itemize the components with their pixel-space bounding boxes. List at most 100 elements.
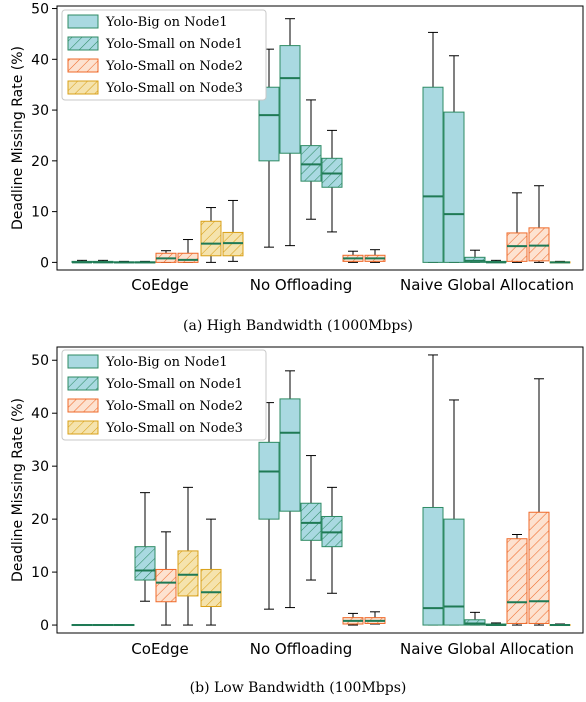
y-tick-label: 40	[31, 406, 49, 422]
legend: Yolo-Big on Node1 Yolo-Small on Node1 Yo…	[61, 9, 267, 101]
box-naive-global-allocation	[422, 31, 444, 263]
y-tick-label: 20	[31, 512, 49, 528]
box-no-offloading	[258, 402, 280, 610]
box-no-offloading	[342, 612, 364, 626]
box-naive-global-allocation	[485, 259, 507, 264]
box-coedge	[71, 624, 93, 627]
box-naive-global-allocation	[443, 55, 465, 263]
y-tick-label: 30	[31, 103, 49, 119]
box-coedge	[177, 239, 199, 263]
box-coedge	[200, 207, 222, 263]
y-tick-label: 30	[31, 459, 49, 475]
box-no-offloading	[364, 249, 386, 263]
box-naive-global-allocation	[464, 249, 486, 263]
box-coedge	[155, 250, 177, 263]
box-no-offloading	[364, 611, 386, 625]
box-body	[443, 518, 465, 626]
y-tick-label: 0	[40, 618, 49, 634]
box-body	[422, 506, 444, 626]
box-body	[464, 256, 486, 263]
category-label-naive-global-allocation: Naive Global Allocation	[400, 276, 574, 294]
category-label-naive-global-allocation: Naive Global Allocation	[400, 640, 574, 658]
panel-caption: (a) High Bandwidth (1000Mbps)	[183, 318, 413, 334]
box-body	[134, 546, 156, 581]
plot-area-frame	[56, 346, 584, 634]
legend-label-yolo-small-node1: Yolo-Small on Node1	[105, 37, 243, 52]
x-axis-categories: CoEdge No Offloading Naive Global Alloca…	[131, 640, 574, 658]
legend-swatch-yolo-big-node1	[67, 354, 99, 369]
panel-low-bandwidth: 0 10 20 30 40 50 CoEdge No Offloading Naive G…	[10, 346, 584, 696]
box-body	[177, 550, 199, 597]
box-naive-global-allocation	[528, 185, 550, 263]
legend-label-yolo-small-node3: Yolo-Small on Node3	[105, 421, 243, 436]
box-body	[279, 398, 301, 512]
box-plots	[71, 18, 571, 264]
box-no-offloading	[300, 455, 322, 581]
y-tick-label: 20	[31, 154, 49, 170]
y-axis-label: Deadline Missing Rate (%)	[10, 46, 26, 230]
box-coedge	[113, 260, 135, 264]
box-naive-global-allocation	[549, 260, 571, 264]
category-label-no-offloading: No Offloading	[250, 276, 353, 294]
box-body	[200, 220, 222, 257]
box-no-offloading	[321, 129, 343, 233]
box-coedge	[92, 624, 114, 627]
y-tick-label: 0	[40, 255, 49, 271]
panel-caption: (b) Low Bandwidth (100Mbps)	[190, 680, 407, 696]
box-coedge	[92, 259, 114, 264]
box-no-offloading	[258, 48, 280, 248]
box-naive-global-allocation	[506, 192, 528, 263]
legend-swatch-yolo-small-node2	[67, 58, 99, 73]
legend-swatch-yolo-small-node1	[67, 376, 99, 391]
box-body	[506, 538, 528, 624]
box-body	[422, 86, 444, 263]
x-axis-categories: CoEdge No Offloading Naive Global Alloca…	[131, 276, 574, 294]
y-tick-label: 50	[31, 2, 49, 18]
legend-label-yolo-small-node2: Yolo-Small on Node2	[105, 59, 243, 74]
box-body	[177, 252, 199, 263]
box-body	[300, 145, 322, 182]
box-body	[443, 111, 465, 263]
category-label-coedge: CoEdge	[131, 640, 188, 658]
box-coedge	[177, 486, 199, 626]
panel-high-bandwidth: 0 10 20 30 40 50 CoEdge No Offloading Naive G…	[10, 2, 584, 334]
box-naive-global-allocation	[549, 623, 571, 627]
legend-label-yolo-small-node2: Yolo-Small on Node2	[105, 399, 243, 414]
box-body	[258, 441, 280, 520]
y-tick-label: 50	[31, 353, 49, 369]
box-naive-global-allocation	[443, 399, 465, 626]
legend-label-yolo-big-node1: Yolo-Big on Node1	[105, 15, 228, 30]
legend-label-yolo-small-node3: Yolo-Small on Node3	[105, 81, 243, 96]
box-coedge	[222, 199, 244, 262]
box-body	[200, 568, 222, 608]
box-no-offloading	[279, 18, 301, 247]
box-no-offloading	[342, 250, 364, 263]
box-naive-global-allocation	[485, 622, 507, 627]
box-naive-global-allocation	[464, 611, 486, 626]
box-body	[258, 86, 280, 162]
box-coedge	[134, 492, 156, 602]
box-body	[155, 568, 177, 603]
legend-frame	[61, 349, 267, 441]
legend-frame	[61, 9, 267, 101]
box-plots	[71, 354, 571, 627]
box-naive-global-allocation	[528, 378, 550, 626]
box-coedge	[113, 624, 135, 627]
box-body	[300, 502, 322, 541]
box-coedge	[155, 531, 177, 626]
box-body	[506, 232, 528, 262]
legend-label-yolo-small-node1: Yolo-Small on Node1	[105, 377, 243, 392]
box-body	[528, 227, 550, 262]
box-body	[528, 511, 550, 624]
y-tick-label: 10	[31, 565, 49, 581]
legend-swatch-yolo-small-node2	[67, 398, 99, 413]
box-coedge	[200, 518, 222, 626]
legend-swatch-yolo-small-node3	[67, 80, 99, 95]
legend: Yolo-Big on Node1 Yolo-Small on Node1 Yo…	[61, 349, 267, 441]
box-no-offloading	[279, 370, 301, 609]
y-tick-label: 10	[31, 205, 49, 221]
box-no-offloading	[300, 99, 322, 220]
box-body	[464, 619, 486, 626]
box-coedge	[71, 259, 93, 264]
